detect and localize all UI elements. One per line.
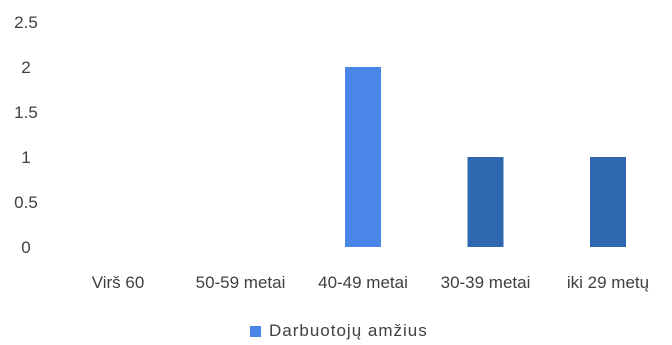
y-tick-label: 2.5 — [14, 13, 38, 32]
y-tick-label: 0.5 — [14, 193, 38, 212]
legend-label: Darbuotojų amžius — [269, 321, 428, 340]
x-tick-label: iki 29 metų — [567, 273, 649, 292]
y-tick-label: 0 — [21, 238, 30, 257]
x-tick-label: 50-59 metai — [196, 273, 286, 292]
x-tick-label: 40-49 metai — [318, 273, 408, 292]
bar — [590, 157, 626, 247]
bars — [345, 67, 626, 247]
legend-swatch — [250, 325, 261, 337]
y-tick-label: 2 — [21, 58, 30, 77]
y-tick-label: 1 — [21, 148, 30, 167]
y-tick-label: 1.5 — [14, 103, 38, 122]
x-axis-tick-labels: Virš 60 50-59 metai 40-49 metai 30-39 metai… — [92, 273, 649, 292]
y-axis-tick-labels: 0 0.5 1 1.5 2 2.5 — [14, 13, 38, 257]
x-tick-label: Virš 60 — [92, 273, 145, 292]
x-tick-label: 30-39 metai — [441, 273, 531, 292]
bar — [345, 67, 381, 247]
legend: Darbuotojų amžius — [250, 320, 428, 342]
bar — [467, 157, 504, 247]
